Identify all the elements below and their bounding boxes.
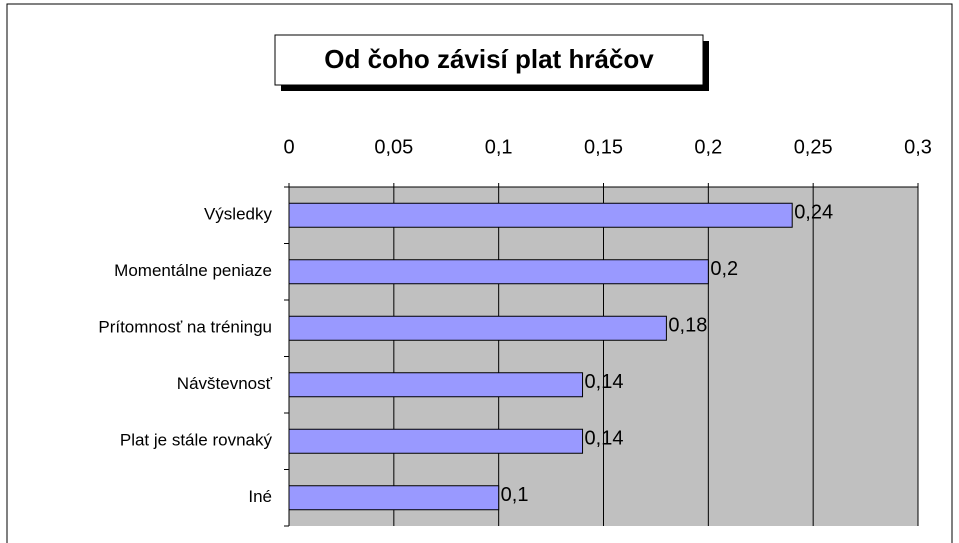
y-tick-label: Momentálne peniaze — [114, 261, 272, 280]
y-tick-label: Iné — [248, 487, 272, 506]
x-tick-label: 0,1 — [485, 136, 513, 158]
x-tick-label: 0,15 — [584, 136, 623, 158]
bar — [288, 315, 667, 341]
data-label: 0,18 — [668, 315, 707, 337]
data-label: 0,24 — [794, 202, 833, 224]
x-tick-label: 0,05 — [374, 136, 413, 158]
y-tick-label: Výsledky — [204, 205, 273, 224]
y-tick-label: Prítomnosť na tréningu — [98, 318, 272, 337]
bar — [288, 202, 793, 228]
data-label: 0,14 — [585, 371, 624, 393]
data-label: 0,2 — [710, 258, 738, 280]
title-box — [274, 34, 704, 86]
y-tick-label: Plat je stále rovnaký — [120, 431, 273, 450]
x-tick-label: 0,2 — [694, 136, 722, 158]
data-label: 0,14 — [585, 428, 624, 450]
chart-title: Od čoho závisí plat hráčov — [324, 44, 654, 74]
y-tick-label: Návštevnosť — [177, 374, 273, 393]
data-label: 0,1 — [501, 484, 529, 506]
x-tick-label: 0,3 — [904, 136, 932, 158]
bar — [288, 372, 584, 398]
x-tick-label: 0,25 — [794, 136, 833, 158]
bar — [288, 259, 709, 285]
x-tick-label: 0 — [283, 136, 294, 158]
bar — [288, 428, 584, 454]
bar — [288, 485, 500, 511]
